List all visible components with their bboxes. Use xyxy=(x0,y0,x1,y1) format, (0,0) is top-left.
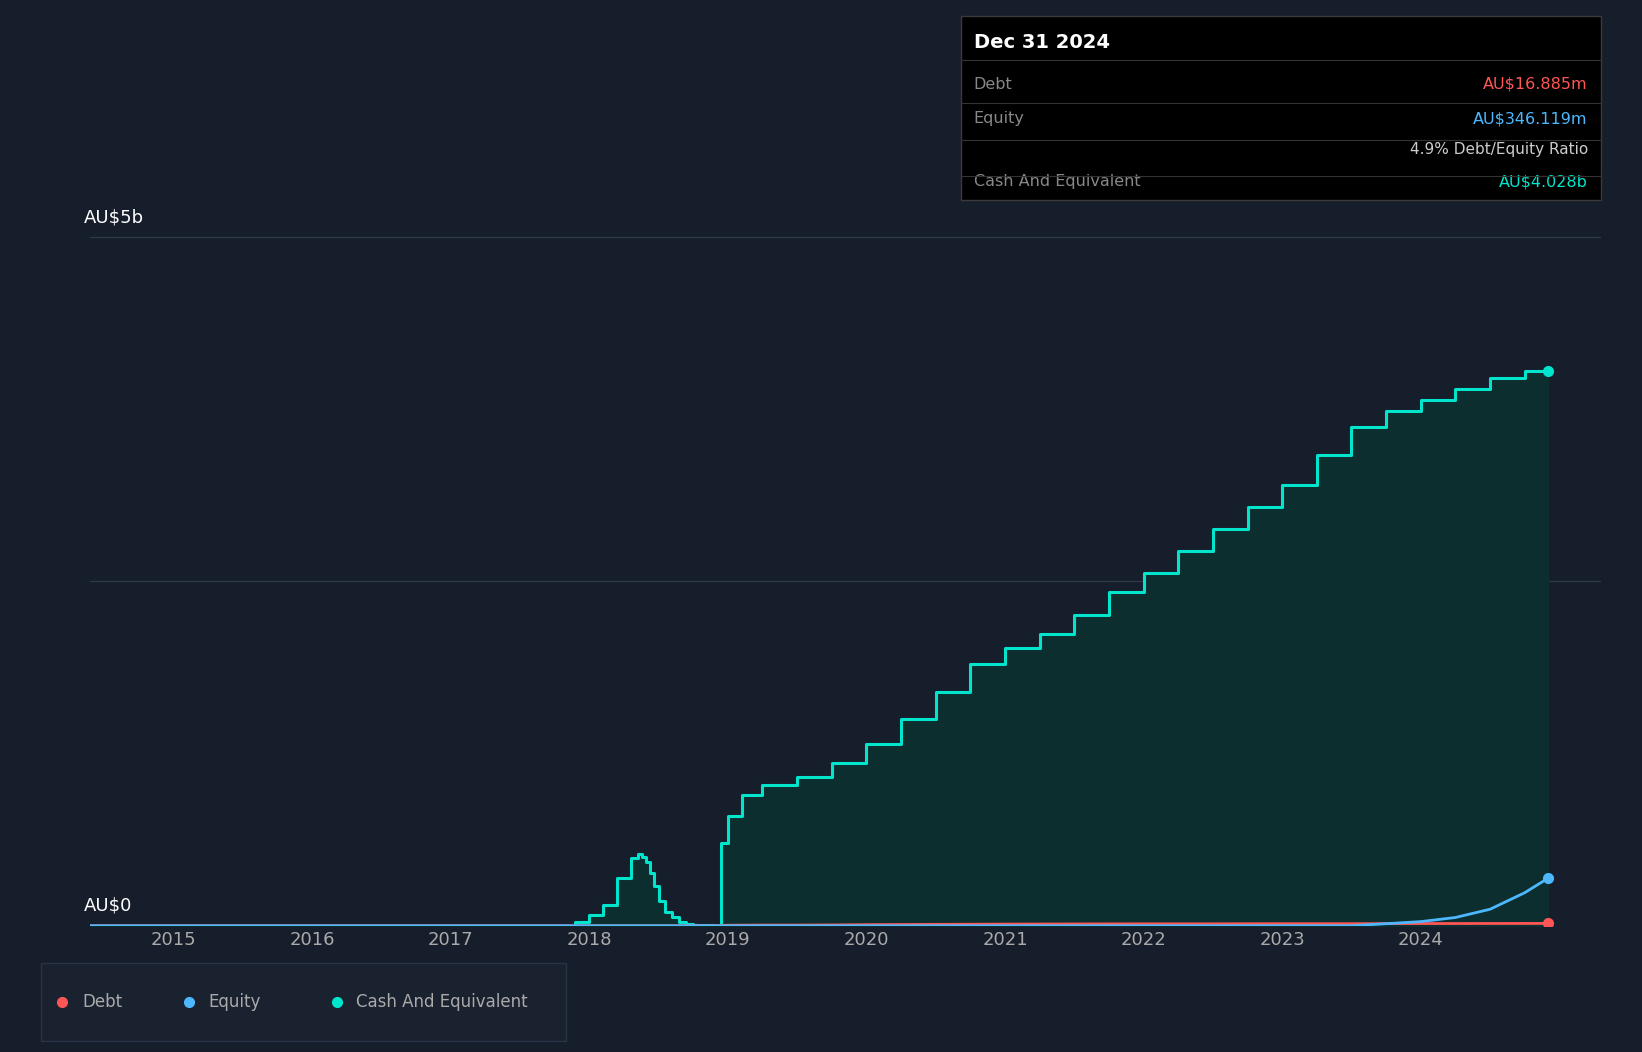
Text: AU$5b: AU$5b xyxy=(84,208,143,226)
FancyBboxPatch shape xyxy=(41,963,566,1041)
Text: Debt: Debt xyxy=(974,77,1013,92)
Text: Debt: Debt xyxy=(82,992,122,1011)
Text: AU$0: AU$0 xyxy=(84,896,131,915)
Text: AU$16.885m: AU$16.885m xyxy=(1483,77,1588,92)
Text: 4.9% Debt/Equity Ratio: 4.9% Debt/Equity Ratio xyxy=(1409,142,1588,157)
Text: Equity: Equity xyxy=(209,992,261,1011)
Text: AU$4.028b: AU$4.028b xyxy=(1499,175,1588,189)
Text: Equity: Equity xyxy=(974,112,1025,126)
FancyBboxPatch shape xyxy=(961,16,1601,200)
Text: Dec 31 2024: Dec 31 2024 xyxy=(974,33,1110,52)
Text: Cash And Equivalent: Cash And Equivalent xyxy=(974,175,1140,189)
Text: AU$346.119m: AU$346.119m xyxy=(1473,112,1588,126)
Text: Cash And Equivalent: Cash And Equivalent xyxy=(356,992,529,1011)
